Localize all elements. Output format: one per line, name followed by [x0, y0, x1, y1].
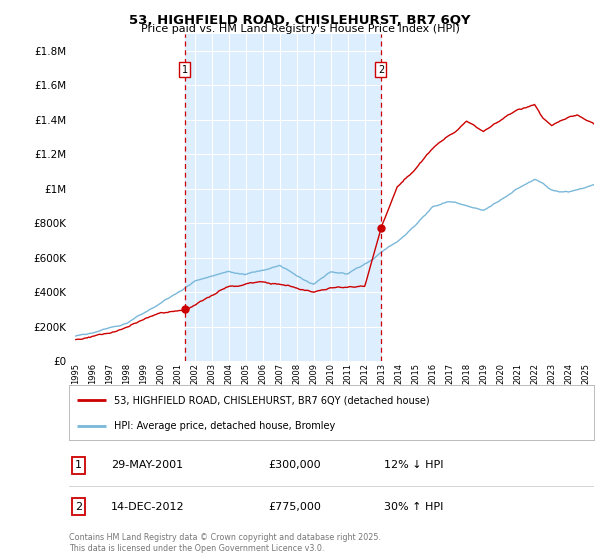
- Text: £775,000: £775,000: [269, 502, 322, 511]
- Text: Contains HM Land Registry data © Crown copyright and database right 2025.
This d: Contains HM Land Registry data © Crown c…: [69, 533, 381, 553]
- Text: 12% ↓ HPI: 12% ↓ HPI: [384, 460, 443, 470]
- Text: 53, HIGHFIELD ROAD, CHISLEHURST, BR7 6QY: 53, HIGHFIELD ROAD, CHISLEHURST, BR7 6QY: [129, 14, 471, 27]
- Text: 1: 1: [75, 460, 82, 470]
- Text: 2: 2: [378, 64, 384, 74]
- Text: £300,000: £300,000: [269, 460, 321, 470]
- Text: 29-MAY-2001: 29-MAY-2001: [111, 460, 183, 470]
- Text: 53, HIGHFIELD ROAD, CHISLEHURST, BR7 6QY (detached house): 53, HIGHFIELD ROAD, CHISLEHURST, BR7 6QY…: [113, 395, 429, 405]
- Text: Price paid vs. HM Land Registry's House Price Index (HPI): Price paid vs. HM Land Registry's House …: [140, 24, 460, 34]
- Bar: [185, 34, 381, 361]
- Text: 1: 1: [182, 64, 188, 74]
- Text: 14-DEC-2012: 14-DEC-2012: [111, 502, 185, 511]
- Text: 30% ↑ HPI: 30% ↑ HPI: [384, 502, 443, 511]
- Text: 2: 2: [75, 502, 82, 511]
- Text: HPI: Average price, detached house, Bromley: HPI: Average price, detached house, Brom…: [113, 421, 335, 431]
